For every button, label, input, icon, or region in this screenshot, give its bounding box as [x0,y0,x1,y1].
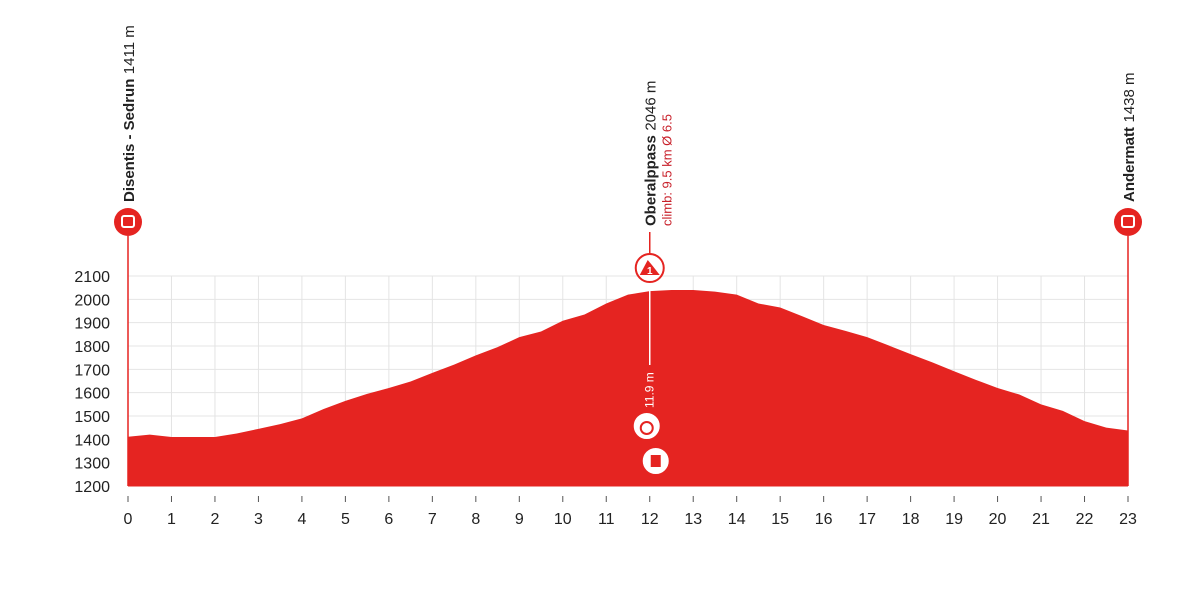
x-tick-label: 9 [515,511,524,528]
marker-name: Oberalppass [643,135,660,226]
y-tick-label: 1400 [74,432,110,449]
marker-name: Andermatt [1121,127,1138,202]
y-tick-label: 1700 [74,362,110,379]
y-tick-label: 1500 [74,409,110,426]
finish-glyph [1121,215,1135,228]
x-tick-label: 14 [728,511,746,528]
sprint-label: 11.9 m [643,372,657,408]
y-tick-label: 1200 [74,479,110,496]
x-tick-label: 12 [641,511,659,528]
start-glyph [121,215,135,228]
x-tick-label: 1 [167,511,176,528]
y-tick-label: 1800 [74,339,110,356]
x-tick-label: 0 [124,511,133,528]
climb-mountain [639,260,660,275]
x-tick-label: 15 [771,511,789,528]
marker-elevation: 2046 m [643,81,660,131]
marker-name: Disentis - Sedrun [121,79,138,202]
stopwatch-face [639,421,654,435]
x-tick-label: 17 [858,511,876,528]
y-tick-label: 1900 [74,316,110,333]
start-icon [114,208,142,236]
x-tick-label: 20 [989,511,1007,528]
x-tick-label: 8 [471,511,480,528]
y-tick-label: 2000 [74,292,110,309]
y-tick-label: 1300 [74,456,110,473]
x-tick-label: 4 [297,511,306,528]
elevation-area [128,290,1128,486]
x-tick-label: 3 [254,511,263,528]
x-tick-label: 10 [554,511,572,528]
x-tick-label: 23 [1119,511,1137,528]
marker-label: Disentis - Sedrun 1411 m [121,25,138,202]
x-tick-label: 11 [598,511,615,528]
y-tick-label: 2100 [74,269,110,286]
x-tick-label: 16 [815,511,833,528]
stopwatch-icon [631,411,662,441]
y-tick-label: 1600 [74,386,110,403]
x-tick-label: 22 [1076,511,1094,528]
x-tick-label: 13 [684,511,702,528]
marker-elevation: 1411 m [121,25,138,74]
marker-label: Oberalppass 2046 m [643,81,660,226]
feed-bin [650,455,661,467]
x-tick-label: 7 [428,511,437,528]
x-tick-label: 5 [341,511,350,528]
marker-elevation: 1438 m [1121,72,1138,122]
finish-icon [1114,208,1142,236]
x-tick-label: 18 [902,511,920,528]
x-tick-label: 21 [1032,511,1050,528]
climb-category: 1 [647,266,653,277]
climb-info: climb: 9.5 km Ø 6.5 [660,114,675,226]
marker-label: Andermatt 1438 m [1121,72,1138,202]
x-tick-label: 6 [384,511,393,528]
x-tick-label: 19 [945,511,963,528]
x-tick-label: 2 [211,511,220,528]
